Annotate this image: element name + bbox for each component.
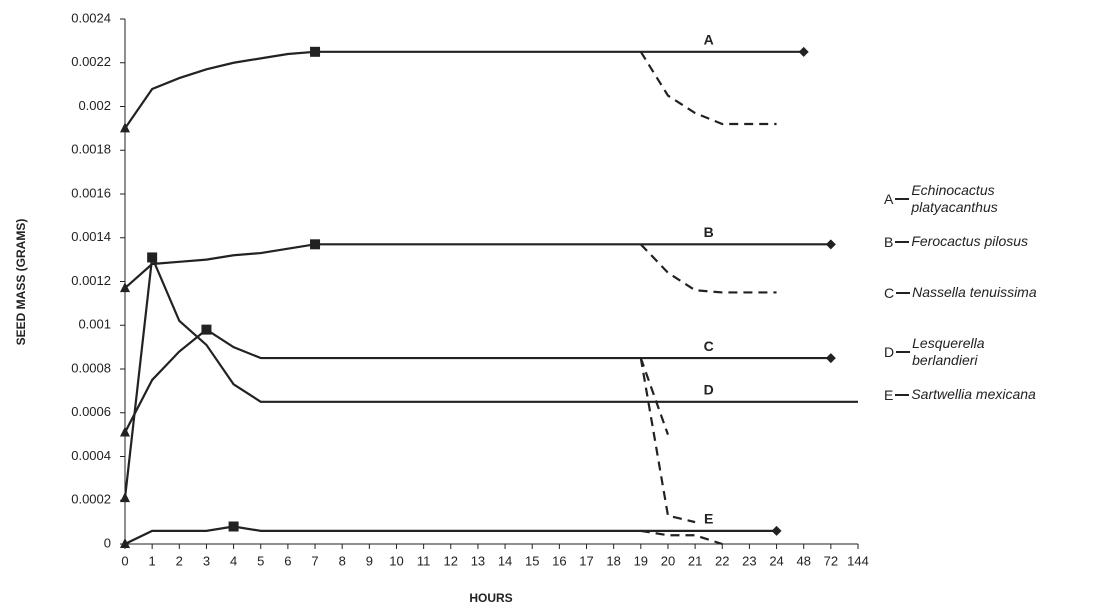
y-axis-label: SEED MASS (GRAMS) [14,219,28,346]
legend-name: Ferocactus pilosus [911,233,1029,249]
series-line [123,253,858,499]
y-tick-label: 0.002 [78,98,111,113]
series-line [124,243,831,289]
legend-entry: B Ferocactus pilosus [884,233,1051,250]
marker [201,324,212,335]
marker [825,239,836,250]
x-tick-label: 0 [121,553,128,568]
legend-letter: A [884,191,894,207]
legend-entry: A Echinocactus platyacanthus [884,182,1051,216]
dashed-line [640,529,723,546]
x-tick-label: 3 [203,553,210,568]
legend-name: Nassella tenuissima [912,284,1037,300]
y-tick-label: 0.0018 [71,142,111,157]
marker [120,492,130,503]
legend-swatch [896,291,911,294]
line-label: D [704,382,714,398]
x-tick-label: 48 [796,553,810,568]
y-tick-label: 0.0016 [71,185,111,200]
x-tick-label: 14 [498,553,512,568]
x-axis-label: HOURS [469,591,512,605]
x-tick-label: 7 [311,553,318,568]
legend-name: Echinocactus platyacanthus [911,182,998,215]
x-tick-label: 12 [444,553,458,568]
x-tick-label: 72 [824,553,838,568]
dashed-line [639,51,777,126]
x-tick-label: 24 [769,553,783,568]
legend-swatch [896,351,911,353]
x-tick-label: 18 [606,553,620,568]
x-tick-label: 22 [715,553,729,568]
marker [771,525,782,536]
x-tick-label: 5 [257,553,264,568]
x-tick-label: 23 [742,553,756,568]
x-tick-label: 16 [552,553,566,568]
legend-swatch [895,240,910,243]
x-tick-label: 13 [471,553,485,568]
x-tick-label: 10 [389,553,403,568]
legend-swatch [895,198,910,200]
line-label: B [704,224,714,240]
marker [120,538,130,548]
marker [228,521,239,532]
line-label: C [704,338,714,354]
line-label: A [704,32,714,48]
y-tick-label: 0.0014 [71,229,111,244]
y-tick-label: 0.001 [78,317,111,332]
dashed-line [639,357,696,524]
y-tick-label: 0.0008 [71,360,111,375]
marker [120,426,130,437]
y-tick-label: 0.0006 [71,404,111,419]
marker [825,353,836,364]
x-tick-label: 20 [661,553,675,568]
y-tick-label: 0.0002 [71,492,111,507]
marker [120,122,130,133]
x-tick-label: 15 [525,553,539,568]
line-label: E [704,511,713,527]
legend-name: Sartwellia mexicana [911,386,1036,402]
y-tick-label: 0.0004 [71,448,111,463]
dashed-line [640,243,777,294]
marker [310,239,321,250]
legend-entry: E Sartwellia mexicana [884,386,1051,403]
legend-entry: C Nassella tenuissima [884,284,1052,301]
legend-letter: C [884,284,895,301]
legend-entry: D Lesquerella berlandieri [884,335,1052,369]
marker [120,282,130,293]
x-tick-label: 8 [339,553,346,568]
x-tick-label: 1 [149,553,156,568]
x-tick-label: 9 [366,553,373,568]
series-line [124,50,804,129]
marker [147,252,158,263]
y-tick-label: 0.0022 [71,54,111,69]
x-tick-label: 21 [688,553,702,568]
legend-name: Lesquerella berlandieri [912,335,985,368]
series-line [124,328,831,433]
y-tick-label: 0.0024 [71,10,111,25]
x-tick-label: 2 [176,553,183,568]
legend-letter: B [884,233,894,250]
x-tick-label: 6 [284,553,291,568]
legend-letter: E [884,386,894,403]
marker [310,46,321,57]
y-tick-label: 0.0012 [71,273,111,288]
x-tick-label: 19 [634,553,648,568]
marker [798,46,809,57]
legend-swatch [895,393,910,396]
x-tick-label: 11 [417,553,431,568]
dashed-line [639,357,669,435]
x-tick-label: 17 [579,553,593,568]
x-tick-label: 144 [847,553,869,568]
x-tick-label: 4 [230,553,237,568]
y-tick-label: 0 [104,535,111,550]
legend-letter: D [884,344,895,360]
